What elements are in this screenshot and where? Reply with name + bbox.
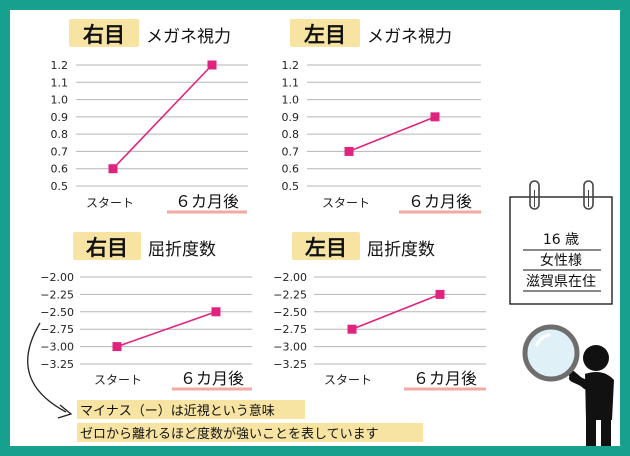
y-tick-label: 1.1 — [51, 76, 69, 89]
data-point — [344, 146, 354, 156]
y-tick-label: −2.25 — [40, 288, 74, 301]
series-line — [351, 293, 441, 330]
note-highlight — [77, 423, 423, 442]
note-highlight — [77, 400, 305, 419]
y-tick-label: −2.50 — [40, 306, 74, 319]
chart-title: メガネ視力 — [367, 27, 452, 47]
profile-location: 滋賀県在住 — [526, 274, 596, 290]
chart-right-eye-refraction: 右目 屈折度数 −2.00 −2.25 −2.50 −2.75 −3.00 −3… — [40, 232, 252, 391]
chart-left-eye-refraction: 左目 屈折度数 −2.00 −2.25 −2.50 −2.75 −3.00 −3… — [273, 232, 486, 391]
binder-clip-icon — [529, 180, 540, 210]
arrowhead-icon — [57, 404, 73, 419]
x-category-label: ６カ月後 — [413, 369, 477, 388]
series-line — [348, 116, 436, 153]
data-point — [112, 342, 122, 352]
data-point — [108, 164, 118, 174]
binder-clip-icon — [583, 180, 594, 210]
y-tick-label: −2.50 — [273, 306, 307, 319]
x-category-label: ６カ月後 — [175, 192, 239, 211]
y-tick-label: 0.8 — [51, 128, 69, 141]
x-category-label: ６カ月後 — [180, 369, 244, 388]
curved-arrow-icon — [27, 322, 67, 413]
y-tick-label: 0.8 — [282, 128, 300, 141]
eye-badge — [69, 19, 139, 47]
x-category-label: スタート — [94, 373, 142, 387]
data-point — [207, 60, 217, 70]
data-point — [211, 307, 221, 317]
y-tick-label: −3.25 — [40, 358, 74, 371]
note-line-2: ゼロから離れるほど度数が強いことを表しています — [80, 426, 379, 442]
eye-badge — [292, 232, 360, 260]
y-tick-label: 0.5 — [51, 180, 69, 193]
x-category-label: スタート — [86, 196, 134, 210]
y-tick-label: 0.6 — [282, 163, 300, 176]
x-category-label: スタート — [322, 196, 370, 210]
x-category-label: ６カ月後 — [408, 192, 472, 211]
chart-title: メガネ視力 — [146, 27, 231, 47]
eye-badge — [290, 19, 360, 47]
series-line — [116, 311, 217, 348]
y-tick-label: 1.0 — [282, 94, 300, 107]
series-line — [112, 64, 213, 170]
profile-gender: 女性様 — [540, 252, 582, 269]
chart-left-eye-acuity: 左目 メガネ視力 1.2 1.1 1.0 0.9 0.8 0.7 0.6 0.5… — [282, 19, 481, 214]
y-tick-label: 0.7 — [282, 145, 300, 158]
y-tick-label: 0.6 — [51, 163, 69, 176]
eye-label: 右目 — [86, 236, 128, 260]
profile-age: 16 歳 — [543, 232, 579, 248]
data-point — [347, 324, 357, 334]
y-tick-label: 0.5 — [282, 180, 300, 193]
y-tick-label: 1.2 — [51, 59, 69, 72]
y-tick-label: −2.75 — [40, 323, 74, 336]
y-tick-label: 1.1 — [282, 76, 300, 89]
y-tick-label: −2.25 — [273, 288, 307, 301]
data-point — [430, 112, 440, 122]
y-tick-label: −2.00 — [40, 271, 74, 284]
eye-badge — [73, 232, 141, 260]
chart-title: 屈折度数 — [367, 240, 435, 260]
chart-title: 屈折度数 — [148, 240, 216, 260]
y-tick-label: −3.00 — [40, 341, 74, 354]
chart-right-eye-acuity: 右目 メガネ視力 1.2 1.1 1.0 0.9 0.8 0.7 0.6 0.5… — [51, 19, 248, 214]
eye-label: 左目 — [304, 23, 346, 47]
profile-card: 16 歳 女性様 滋賀県在住 — [509, 180, 613, 305]
person-with-magnifier-icon — [522, 324, 614, 446]
data-point — [435, 289, 445, 299]
y-tick-label: −3.25 — [273, 358, 307, 371]
y-tick-label: 0.9 — [51, 111, 69, 124]
eye-label: 右目 — [83, 23, 125, 47]
y-tick-label: 1.0 — [51, 94, 69, 107]
y-tick-label: 0.7 — [51, 145, 69, 158]
eye-label: 左目 — [305, 236, 347, 260]
x-category-label: スタート — [324, 373, 372, 387]
y-tick-label: 0.9 — [282, 111, 300, 124]
note-line-1: マイナス（ー）は近視という意味 — [80, 403, 275, 419]
y-tick-label: −2.75 — [273, 323, 307, 336]
y-tick-label: 1.2 — [282, 59, 300, 72]
y-tick-label: −3.00 — [273, 341, 307, 354]
y-tick-label: −2.00 — [273, 271, 307, 284]
